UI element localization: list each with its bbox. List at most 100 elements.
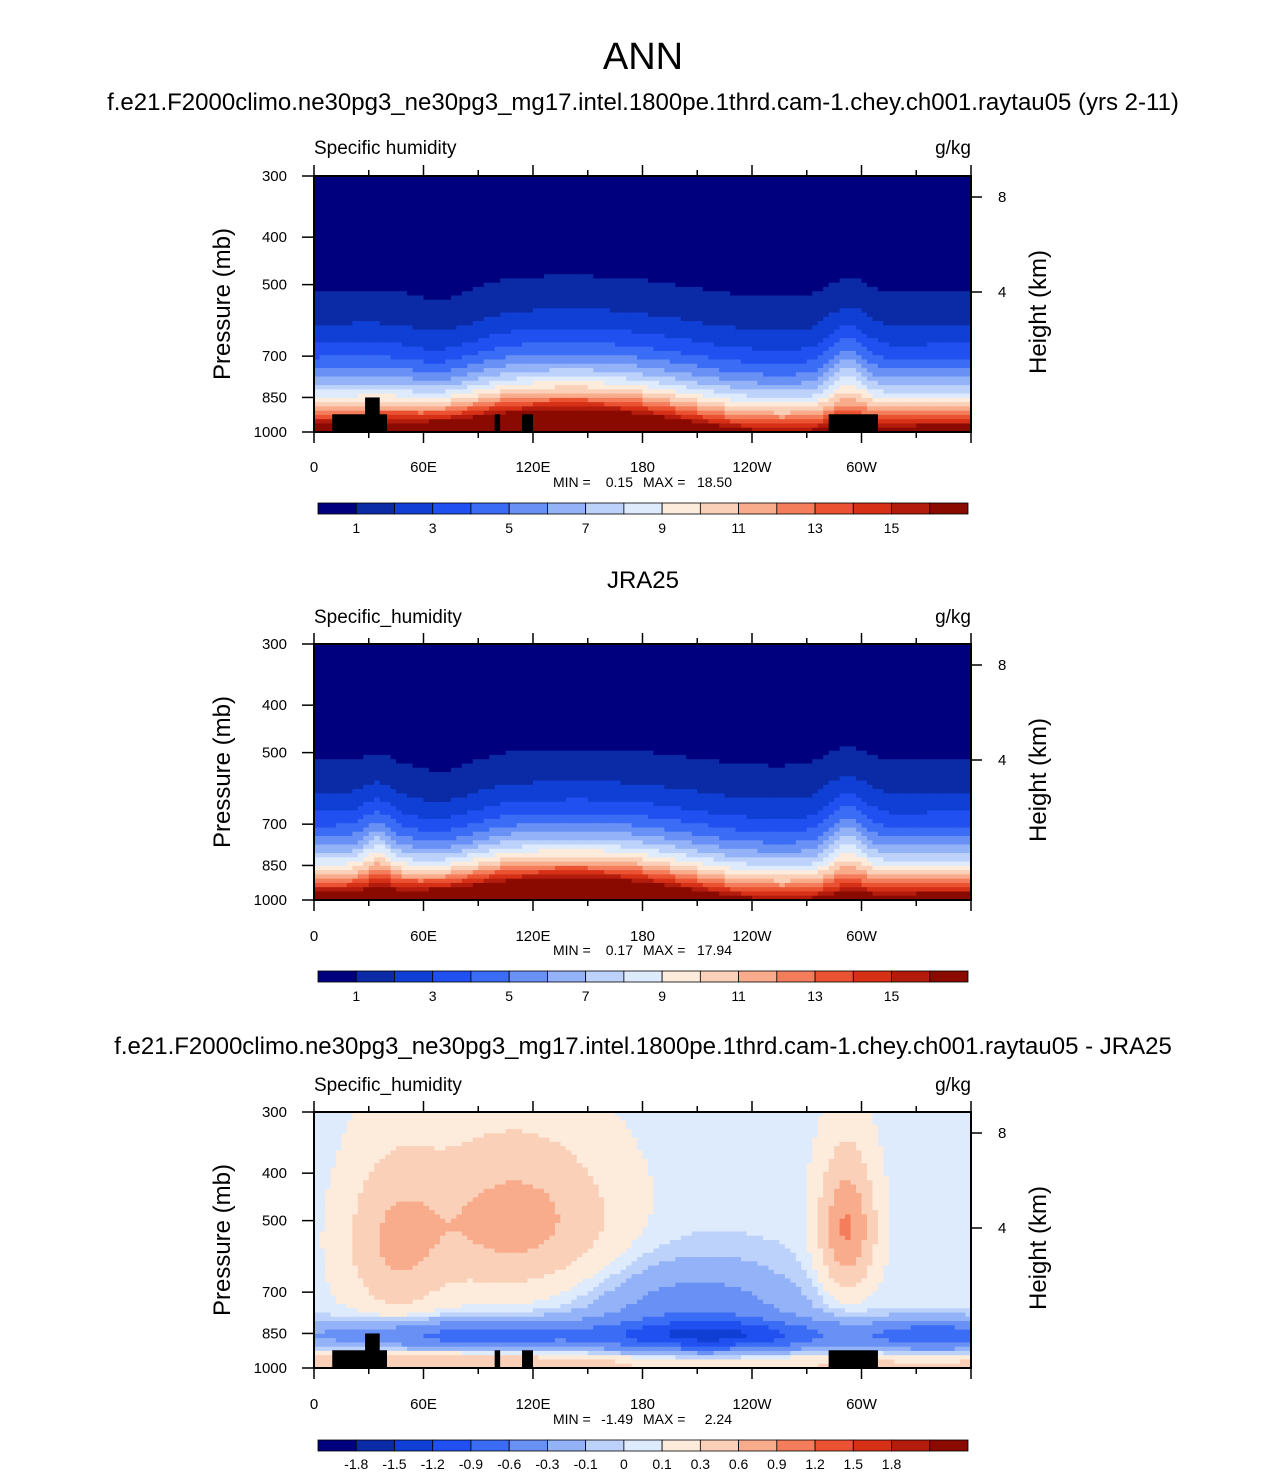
contour-cell: [615, 210, 622, 215]
contour-cell: [467, 244, 474, 250]
contour-cell: [779, 244, 786, 250]
contour-cell: [593, 184, 600, 190]
contour-cell: [494, 193, 501, 198]
contour-cell: [779, 291, 786, 297]
contour-cell: [697, 252, 704, 258]
contour-cell: [894, 346, 901, 352]
contour-cell: [719, 338, 726, 343]
contour-cell: [357, 325, 364, 331]
contour-cell: [768, 274, 775, 279]
contour-cell: [828, 180, 835, 186]
contour-cell: [385, 193, 392, 198]
contour-cell: [905, 176, 912, 181]
contour-cell: [708, 295, 715, 301]
contour-cell: [905, 252, 912, 258]
contour-cell: [549, 286, 556, 292]
contour-cell: [418, 222, 425, 228]
contour-cell: [445, 180, 452, 186]
contour-cell: [554, 338, 561, 343]
contour-cell: [943, 193, 950, 198]
contour-cell: [516, 329, 523, 335]
contour-cell: [954, 188, 961, 194]
contour-cell: [418, 214, 425, 220]
contour-cell: [768, 278, 775, 284]
contour-cell: [877, 261, 884, 267]
contour-cell: [445, 265, 452, 271]
contour-cell: [324, 329, 332, 335]
contour-cell: [686, 188, 693, 194]
contour-cell: [845, 222, 852, 228]
contour-cell: [812, 257, 819, 262]
contour-cell: [653, 316, 660, 322]
contour-cell: [352, 316, 359, 322]
contour-cell: [434, 350, 441, 356]
contour-cell: [691, 325, 698, 331]
contour-cell: [593, 269, 600, 275]
contour-cell: [856, 227, 863, 233]
contour-cell: [653, 176, 660, 181]
contour-cell: [494, 205, 501, 211]
contour-cell: [932, 244, 939, 250]
contour-cell: [702, 286, 709, 292]
contour-cell: [516, 274, 523, 279]
contour-cell: [713, 295, 720, 301]
contour-cell: [905, 227, 912, 233]
contour-cell: [943, 257, 950, 262]
contour-cell: [910, 308, 917, 314]
contour-cell: [401, 197, 408, 203]
contour-cell: [927, 286, 934, 292]
contour-cell: [675, 329, 682, 335]
contour-cell: [620, 265, 627, 271]
contour-cell: [543, 333, 551, 339]
contour-cell: [456, 205, 463, 211]
contour-cell: [390, 312, 397, 318]
contour-cell: [483, 261, 490, 267]
contour-cell: [905, 184, 912, 190]
contour-cell: [401, 231, 408, 237]
contour-cell: [609, 329, 616, 335]
contour-cell: [899, 269, 906, 275]
contour-cell: [423, 244, 430, 250]
contour-cell: [439, 210, 446, 215]
contour-cell: [965, 244, 972, 250]
contour-cell: [505, 248, 512, 254]
contour-cell: [762, 282, 770, 288]
contour-cell: [560, 261, 567, 267]
contour-cell: [412, 325, 419, 331]
contour-cell: [894, 205, 901, 211]
contour-cell: [407, 184, 414, 190]
contour-cell: [314, 321, 321, 326]
contour-cell: [806, 214, 813, 220]
contour-cell: [418, 282, 425, 288]
contour-cell: [472, 325, 479, 331]
contour-cell: [768, 329, 775, 335]
contour-cell: [319, 244, 326, 250]
contour-cell: [631, 299, 638, 305]
contour-cell: [899, 265, 906, 271]
contour-cell: [888, 338, 895, 343]
contour-cell: [341, 244, 348, 250]
contour-cell: [801, 295, 808, 301]
contour-cell: [888, 218, 895, 224]
contour-cell: [861, 299, 868, 305]
contour-cell: [560, 282, 567, 288]
contour-cell: [708, 222, 715, 228]
contour-cell: [489, 205, 496, 211]
contour-cell: [861, 274, 868, 279]
contour-cell: [724, 286, 731, 292]
contour-cell: [434, 257, 441, 262]
contour-cell: [768, 291, 775, 297]
contour-cell: [615, 286, 622, 292]
contour-cell: [784, 329, 791, 335]
contour-cell: [357, 299, 364, 305]
contour-cell: [877, 193, 884, 198]
contour-cell: [845, 308, 852, 314]
contour-cell: [582, 269, 589, 275]
contour-cell: [730, 218, 737, 224]
contour-cell: [439, 278, 446, 284]
contour-cell: [784, 321, 791, 326]
contour-cell: [697, 265, 704, 271]
contour-cell: [839, 222, 846, 228]
contour-cell: [357, 222, 364, 228]
contour-cell: [505, 295, 512, 301]
